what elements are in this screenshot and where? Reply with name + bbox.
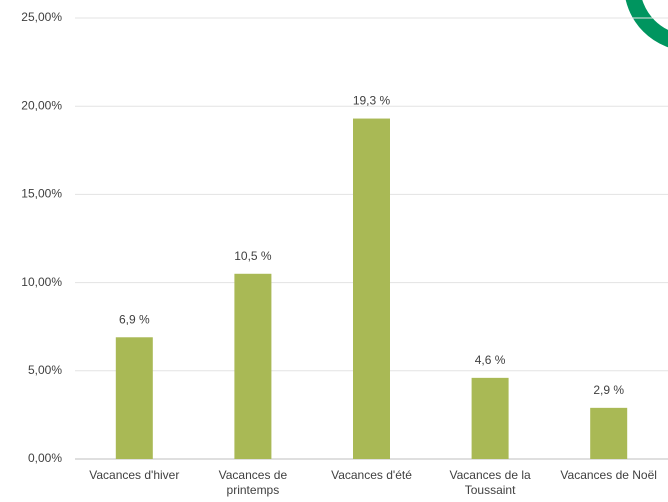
data-label: 10,5 %: [234, 249, 272, 263]
y-tick-label: 20,00%: [21, 98, 62, 112]
data-label: 4,6 %: [475, 353, 506, 367]
y-tick-label: 10,00%: [21, 275, 62, 289]
bar: [115, 337, 153, 459]
bar: [590, 407, 628, 459]
x-tick-label: Vacances d'été: [331, 468, 412, 482]
y-tick-label: 25,00%: [21, 10, 62, 24]
bar: [471, 377, 509, 459]
logo-arc: [625, 0, 668, 48]
data-label: 6,9 %: [119, 312, 150, 326]
y-tick-label: 5,00%: [28, 363, 62, 377]
y-tick-label: 15,00%: [21, 187, 62, 201]
data-label: 2,9 %: [593, 383, 624, 397]
x-tick-label: Vacances de Noël: [560, 468, 657, 482]
bar: [353, 118, 390, 459]
x-tick-label: Vacances de la Toussaint: [449, 468, 531, 497]
y-tick-label: 0,00%: [28, 451, 62, 465]
x-tick-label: Vacances d'hiver: [89, 468, 180, 482]
bar: [234, 273, 272, 459]
data-label: 19,3 %: [353, 94, 391, 108]
x-tick-label: Vacances de printemps: [218, 468, 288, 497]
